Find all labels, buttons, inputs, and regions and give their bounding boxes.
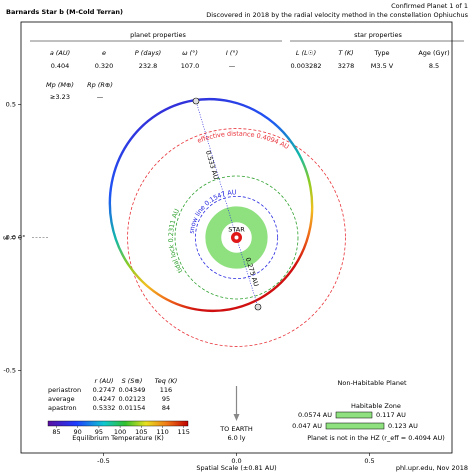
hz-note: Planet is not in the HZ (r_eff = 0.4094 … <box>307 434 445 442</box>
cell: 232.8 <box>139 62 158 70</box>
y-tick-label: 0.5 <box>6 100 16 108</box>
circle-label-path: tidal lock 0.2311 AU <box>167 207 184 274</box>
cell: 8.5 <box>429 62 439 70</box>
row-label: average <box>48 395 75 403</box>
colorbar-tick-label: 95 <box>95 428 103 436</box>
column-header: ω (°) <box>182 49 198 57</box>
star-core <box>234 235 239 240</box>
title: Barnards Star b (M-Cold Terran) <box>6 8 123 16</box>
cell: 116 <box>160 386 172 394</box>
colorbar-tick-label: 105 <box>135 428 147 436</box>
column-header: P (days) <box>135 49 161 57</box>
y-tick-label: -0.5 <box>3 367 16 375</box>
column-header: S (S⊕) <box>122 377 143 385</box>
cell: 0.404 <box>51 62 70 70</box>
discovery: Discovered in 2018 by the radial velocit… <box>206 11 468 19</box>
cell: — <box>229 62 236 70</box>
hz-ring <box>205 206 268 269</box>
hz-inner-bar <box>335 411 373 419</box>
column-header: Mp (M⊕) <box>46 81 74 89</box>
hz-label: 0.117 AU <box>376 411 406 419</box>
colorbar-tick-label: 85 <box>52 428 60 436</box>
x-tick-label: 0.5 <box>364 457 374 465</box>
hz-label: 0.0574 AU <box>298 411 332 419</box>
classification: Non-Habitable Planet <box>337 379 406 387</box>
cell: 0.01154 <box>119 404 146 412</box>
cell: 0.320 <box>95 62 114 70</box>
y-tick-label: 0.0 <box>6 234 16 242</box>
cell: — <box>97 93 104 101</box>
distance-circle <box>174 175 299 300</box>
colorbar-tick-label: 110 <box>156 428 168 436</box>
colorbar-tick-label: 90 <box>74 428 82 436</box>
column-header: L (L☉) <box>296 49 316 57</box>
colorbar-tick-label: 115 <box>178 428 190 436</box>
x-tick-label: -0.5 <box>97 457 110 465</box>
table-title: star properties <box>354 31 402 39</box>
column-header: Age (Gyr) <box>418 49 449 57</box>
cell: 95 <box>162 395 170 403</box>
cell: 0.4247 <box>93 395 116 403</box>
cell: 0.003282 <box>290 62 321 70</box>
cell: 0.02123 <box>119 395 146 403</box>
column-header: e <box>102 49 106 57</box>
distance-circle <box>127 128 346 347</box>
x-tick-label: 0.0 <box>231 457 241 465</box>
star-label: STAR <box>228 226 245 234</box>
cell: ≥3.23 <box>50 93 70 101</box>
row-label: periastron <box>48 386 81 394</box>
column-header: a (AU) <box>50 49 70 57</box>
hz-title: Habitable Zone <box>351 402 401 410</box>
apastron-marker <box>192 97 200 105</box>
circle-label: tidal lock 0.2311 AU <box>167 207 184 274</box>
column-header: Rp (R⊕) <box>87 81 113 89</box>
cell: 0.2747 <box>93 386 116 394</box>
circle-label: effective distance 0.4094 AU <box>196 130 290 152</box>
earth-arrowhead <box>233 414 240 421</box>
scale-label: Spatial Scale (±0.81 AU) <box>196 464 276 472</box>
cell: M3.5 V <box>371 62 394 70</box>
hz-label: 0.123 AU <box>388 422 418 430</box>
column-header: T (K) <box>338 49 353 57</box>
column-header: Teq (K) <box>155 377 178 385</box>
credit: phl.upr.edu, Nov 2018 <box>396 464 468 472</box>
colorbar <box>47 420 189 427</box>
reference-label: ω = 0° <box>3 234 25 242</box>
cell: 0.5332 <box>93 404 116 412</box>
column-header: r (AU) <box>94 377 113 385</box>
hz-label: 0.047 AU <box>292 422 322 430</box>
colorbar-title: Equilibrium Temperature (K) <box>72 434 163 442</box>
cell: 84 <box>162 404 170 412</box>
apastron-label: 0.533 AU <box>204 150 220 181</box>
cell: 107.0 <box>181 62 200 70</box>
periastron-label: 0.275 AU <box>244 257 261 288</box>
column-header: I (°) <box>226 49 238 57</box>
column-header: Type <box>374 49 390 57</box>
distance-circle <box>194 195 279 280</box>
colorbar-tick-label: 100 <box>114 428 126 436</box>
circle-label-path: effective distance 0.4094 AU <box>196 130 290 152</box>
orbit <box>108 97 314 313</box>
status: Confirmed Planet 1 of 1 <box>391 2 468 10</box>
earth-label: TO EARTH <box>219 425 253 433</box>
row-label: apastron <box>48 404 77 412</box>
cell: 0.04349 <box>119 386 146 394</box>
table-title: planet properties <box>130 31 186 39</box>
periastron-marker <box>254 303 262 311</box>
earth-distance: 6.0 ly <box>227 434 245 442</box>
periastron-line <box>236 237 259 308</box>
hz-outer-bar <box>325 422 385 430</box>
cell: 3278 <box>338 62 355 70</box>
